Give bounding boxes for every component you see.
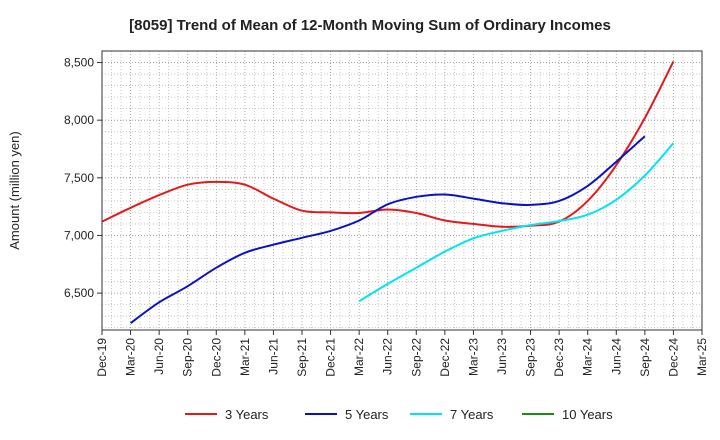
x-tick-label: Jun-21 (266, 338, 280, 375)
x-tick-label: Mar-22 (352, 338, 366, 376)
x-tick-label: Dec-20 (209, 338, 223, 377)
x-tick-label: Mar-20 (124, 338, 138, 376)
x-tick-label: Sep-24 (638, 338, 652, 377)
legend: 3 Years 5 Years 7 Years 10 Years (185, 407, 613, 422)
x-tick-label: Jun-24 (609, 338, 623, 375)
legend-label: 7 Years (450, 407, 494, 422)
plot-area (102, 51, 702, 330)
legend-label: 3 Years (225, 407, 269, 422)
plot-frame (101, 50, 703, 331)
x-tick-label: Jun-20 (152, 338, 166, 375)
y-tick-label: 8,000 (64, 113, 94, 127)
y-axis: 6,500 7,000 7,500 8,000 8,500 (64, 56, 102, 300)
series-line-5-years (130, 135, 646, 324)
legend-label: 5 Years (345, 407, 389, 422)
x-tick-label: Jun-22 (381, 338, 395, 375)
series-line-3-years (101, 60, 675, 228)
legend-label: 10 Years (562, 407, 613, 422)
y-tick-label: 8,500 (64, 56, 94, 70)
x-tick-label: Mar-23 (466, 338, 480, 376)
x-tick-label: Mar-24 (581, 338, 595, 376)
x-tick-label: Mar-21 (238, 338, 252, 376)
x-axis: Dec-19 Mar-20 Jun-20 Sep-20 Dec-20 Mar-21 Jun-… (95, 330, 709, 377)
x-tick-label: Dec-19 (95, 338, 109, 377)
series-line-7-years (358, 142, 675, 303)
x-tick-label: Sep-22 (409, 338, 423, 377)
y-tick-label: 7,000 (64, 228, 94, 242)
x-tick-label: Sep-21 (295, 338, 309, 377)
series-lines (101, 60, 675, 324)
x-tick-label: Mar-25 (695, 338, 709, 376)
x-tick-label: Dec-24 (666, 338, 680, 377)
x-tick-label: Dec-23 (552, 338, 566, 377)
y-tick-label: 7,500 (64, 171, 94, 185)
x-tick-label: Jun-23 (495, 338, 509, 375)
x-tick-label: Dec-22 (438, 338, 452, 377)
x-tick-label: Sep-23 (524, 338, 538, 377)
y-tick-label: 6,500 (64, 286, 94, 300)
x-tick-label: Sep-20 (181, 338, 195, 377)
x-tick-label: Dec-21 (324, 338, 338, 377)
y-axis-label: Amount (million yen) (7, 131, 22, 250)
chart-title: [8059] Trend of Mean of 12-Month Moving … (129, 17, 611, 34)
